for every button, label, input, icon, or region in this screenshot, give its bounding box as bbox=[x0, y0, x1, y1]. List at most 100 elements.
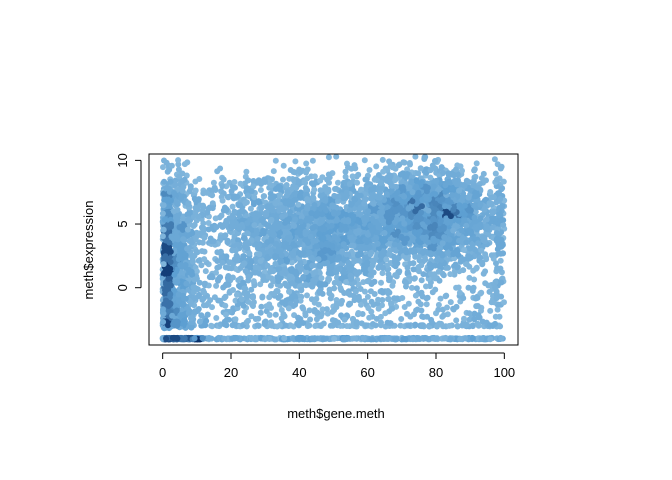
data-point bbox=[322, 335, 329, 342]
data-point bbox=[243, 168, 250, 175]
data-point bbox=[175, 161, 182, 168]
data-point bbox=[251, 222, 258, 229]
data-point bbox=[473, 160, 480, 167]
data-point bbox=[297, 259, 304, 266]
data-point bbox=[259, 294, 266, 301]
data-point bbox=[477, 215, 484, 222]
data-point bbox=[487, 336, 494, 343]
data-point bbox=[329, 322, 336, 329]
data-point bbox=[209, 304, 215, 311]
data-point bbox=[287, 322, 294, 329]
data-point bbox=[204, 311, 211, 318]
data-point bbox=[411, 229, 418, 236]
data-point bbox=[220, 176, 227, 183]
data-point bbox=[453, 166, 459, 173]
data-point bbox=[267, 282, 274, 289]
data-point bbox=[492, 170, 499, 177]
data-point bbox=[300, 335, 307, 342]
data-point bbox=[350, 242, 357, 249]
data-point bbox=[244, 240, 251, 247]
data-point bbox=[307, 233, 314, 240]
data-point bbox=[369, 336, 376, 343]
data-point bbox=[191, 252, 198, 259]
data-point bbox=[392, 177, 399, 183]
data-point bbox=[403, 173, 410, 180]
data-point bbox=[173, 266, 180, 273]
data-point bbox=[455, 284, 462, 291]
data-point bbox=[325, 171, 332, 178]
data-point bbox=[217, 165, 224, 172]
data-point bbox=[160, 164, 166, 171]
data-point bbox=[438, 164, 445, 171]
data-point bbox=[424, 219, 431, 225]
data-point bbox=[271, 336, 278, 343]
data-point bbox=[406, 160, 413, 166]
data-point bbox=[160, 202, 167, 209]
data-point bbox=[317, 187, 324, 194]
data-point bbox=[191, 335, 198, 342]
data-point bbox=[176, 173, 183, 180]
data-point bbox=[229, 335, 236, 342]
data-point bbox=[309, 335, 316, 342]
data-point bbox=[308, 254, 315, 261]
data-point bbox=[457, 336, 464, 343]
data-point bbox=[280, 162, 287, 169]
data-point bbox=[480, 170, 487, 177]
data-point bbox=[415, 189, 422, 196]
data-point bbox=[311, 173, 318, 180]
data-point bbox=[417, 165, 424, 172]
data-point bbox=[192, 187, 199, 194]
data-point bbox=[229, 203, 236, 210]
data-point bbox=[469, 335, 476, 342]
data-point bbox=[386, 277, 392, 284]
data-point bbox=[386, 251, 393, 258]
data-point bbox=[187, 183, 194, 190]
data-point bbox=[233, 335, 240, 341]
data-point bbox=[311, 202, 318, 209]
data-point bbox=[402, 336, 409, 343]
data-point bbox=[178, 246, 185, 253]
data-point bbox=[379, 156, 386, 163]
data-point bbox=[380, 218, 387, 225]
data-point bbox=[354, 179, 361, 186]
data-point bbox=[266, 294, 273, 301]
data-point bbox=[462, 335, 468, 342]
data-point bbox=[221, 335, 228, 342]
data-point bbox=[278, 205, 285, 212]
data-point bbox=[415, 170, 422, 177]
data-point bbox=[312, 323, 319, 329]
data-point bbox=[335, 179, 341, 186]
data-point bbox=[208, 322, 215, 329]
data-point bbox=[392, 336, 399, 343]
data-point bbox=[380, 168, 387, 175]
data-point bbox=[272, 157, 279, 164]
data-point bbox=[303, 160, 310, 167]
data-point bbox=[366, 167, 373, 173]
data-point bbox=[432, 158, 439, 164]
data-point bbox=[290, 169, 297, 175]
data-point bbox=[302, 228, 309, 235]
data-point bbox=[447, 336, 454, 343]
data-point bbox=[440, 225, 447, 232]
data-point bbox=[498, 163, 505, 170]
data-point bbox=[440, 170, 447, 176]
data-point bbox=[272, 260, 279, 267]
data-point bbox=[466, 274, 473, 281]
data-point bbox=[402, 246, 409, 253]
data-point bbox=[412, 321, 419, 328]
data-point bbox=[175, 166, 182, 173]
data-point bbox=[194, 307, 201, 314]
data-point bbox=[168, 162, 175, 169]
data-point bbox=[342, 168, 349, 175]
data-point bbox=[317, 192, 324, 199]
data-point bbox=[449, 171, 456, 178]
data-point bbox=[415, 335, 422, 342]
data-point bbox=[163, 159, 170, 166]
data-point bbox=[248, 335, 255, 341]
data-point bbox=[498, 335, 505, 342]
data-point bbox=[360, 335, 367, 342]
data-point bbox=[281, 335, 288, 342]
data-point bbox=[355, 227, 362, 234]
data-point bbox=[292, 158, 299, 165]
